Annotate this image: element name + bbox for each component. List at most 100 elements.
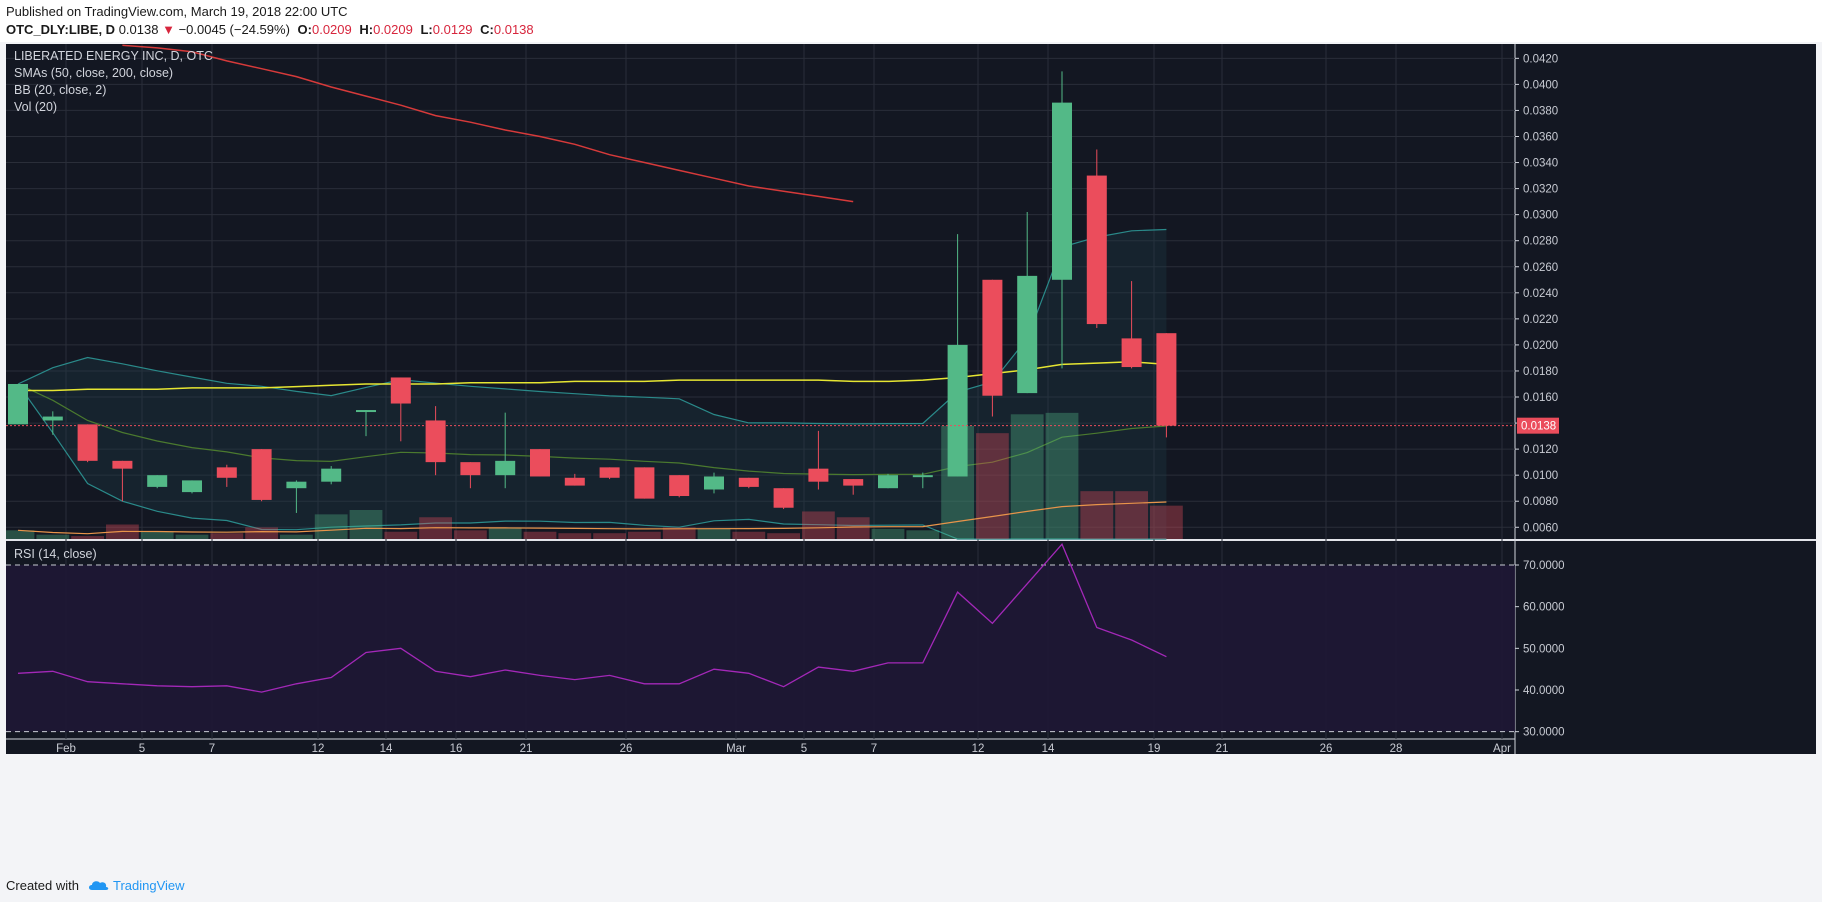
volume-bar	[628, 531, 661, 539]
rsi-tick-label: 70.0000	[1523, 560, 1565, 572]
volume-bar	[906, 530, 940, 539]
price-tick-label: 0.0100	[1523, 470, 1558, 482]
last-price: 0.0138	[118, 22, 159, 37]
price-tick-label: 0.0260	[1523, 262, 1558, 274]
volume-bar	[976, 433, 1009, 539]
volume-bar	[245, 527, 278, 539]
candle-body	[425, 420, 446, 463]
legend-smas: SMAs (50, close, 200, close)	[14, 66, 173, 80]
high-label: H:	[359, 22, 374, 37]
date-tick-label: 21	[520, 743, 533, 755]
legend-title: LIBERATED ENERGY INC, D, OTC	[14, 49, 213, 63]
candle-body	[843, 479, 864, 486]
legend-vol: Vol (20)	[14, 100, 57, 114]
volume-bar	[1115, 491, 1148, 539]
bollinger-band-fill	[18, 229, 1167, 539]
chart-svg[interactable]: 0.0420 0.0400 0.0380 0.0360 0.0340 0.0320 0.03…	[6, 44, 1816, 864]
symbol-line: OTC_DLY:LIBE, D 0.0138 ▼ −0.0045 (−24.59…	[6, 22, 534, 37]
candles	[8, 71, 1177, 513]
bollinger-lower-line	[17, 383, 1167, 540]
date-tick-label: 21	[1216, 743, 1229, 755]
volume-ma-line	[17, 501, 1167, 535]
candle-body	[251, 449, 272, 500]
close-value: 0.0138	[493, 22, 534, 37]
last-price-badge	[1517, 417, 1559, 434]
rsi-legend: RSI (14, close)	[14, 547, 97, 561]
rsi-tick-label: 30.0000	[1523, 727, 1565, 739]
candle-body	[1017, 275, 1038, 394]
open-label: O:	[297, 22, 312, 37]
low-label: L:	[420, 22, 433, 37]
tradingview-brand[interactable]: TradingView	[87, 878, 185, 893]
date-tick-label: 7	[871, 743, 877, 755]
volume-bar	[314, 514, 348, 539]
date-tick-label: 26	[1320, 743, 1333, 755]
price-change: −0.0045 (−24.59%)	[178, 22, 290, 37]
rsi-line	[17, 542, 1167, 693]
date-tick-label: 12	[972, 743, 985, 755]
candle-body	[773, 488, 794, 508]
price-tick-label: 0.0300	[1523, 210, 1558, 222]
volume-bar	[71, 536, 104, 539]
price-tick-label: 0.0280	[1523, 236, 1558, 248]
volume-bar	[140, 531, 174, 539]
chart-header: Published on TradingView.com, March 19, …	[0, 0, 1822, 42]
volume-bar	[175, 534, 209, 539]
close-label: C:	[480, 22, 494, 37]
candle-body	[1156, 333, 1177, 426]
price-tick-label: 0.0160	[1523, 392, 1558, 404]
volume-bar	[767, 533, 800, 539]
candle-body	[460, 462, 481, 476]
candle-body	[947, 344, 968, 477]
volume-bar	[697, 528, 731, 539]
volume-bar	[871, 528, 905, 539]
date-tick-label: 12	[312, 743, 325, 755]
published-line: Published on TradingView.com, March 19, …	[6, 4, 348, 19]
candle-body	[982, 279, 1003, 396]
last-price-label: 0.0138	[1521, 421, 1556, 433]
date-tick-label: 16	[450, 743, 463, 755]
legend-bb: BB (20, close, 2)	[14, 83, 106, 97]
candle-body	[704, 476, 724, 490]
chart-area[interactable]: 0.0420 0.0400 0.0380 0.0360 0.0340 0.0320 0.03…	[6, 44, 1816, 864]
cloud-logo-icon	[87, 879, 109, 891]
sma50-line	[18, 361, 1167, 392]
price-tick-label: 0.0380	[1523, 105, 1558, 117]
volume-bar	[210, 533, 244, 539]
candle-body	[808, 468, 829, 482]
candle-body	[564, 477, 585, 486]
open-value: 0.0209	[311, 22, 352, 37]
candle-body	[530, 449, 550, 477]
candle-body	[390, 377, 411, 404]
candle-body	[669, 475, 690, 497]
price-tick-label: 0.0180	[1523, 366, 1558, 378]
candle-body	[912, 475, 933, 478]
price-tick-label: 0.0080	[1523, 496, 1558, 508]
tradingview-brand-label: TradingView	[112, 877, 185, 893]
candle-body	[286, 481, 307, 489]
volume-bar	[662, 527, 696, 539]
candle-body	[878, 475, 898, 489]
price-tick-label: 0.0340	[1523, 158, 1558, 170]
date-tick-label: Feb	[56, 743, 76, 755]
price-tick-label: 0.0120	[1523, 444, 1558, 456]
volume-bar	[1010, 414, 1044, 539]
date-tick-label: 14	[380, 743, 393, 755]
candle-body	[1086, 175, 1107, 325]
candle-body	[42, 416, 63, 421]
candle-body	[8, 383, 28, 425]
price-axis: 0.0420 0.0400 0.0380 0.0360 0.0340 0.0320 0.03…	[6, 53, 1558, 534]
bollinger-upper-line	[17, 228, 1167, 425]
volume-bar	[558, 533, 592, 539]
candle-body	[112, 460, 133, 469]
candle-body	[321, 468, 342, 482]
volume-bar	[836, 517, 870, 539]
volume-bar	[1150, 505, 1183, 539]
volume-bar	[1045, 412, 1079, 539]
footer: Created with TradingView	[6, 874, 185, 896]
price-tick-label: 0.0220	[1523, 314, 1558, 326]
candle-body	[634, 467, 655, 499]
rsi-pane: 70.0000 60.0000 50.0000 40.0000 30.0000	[6, 542, 1565, 739]
date-tick-label: Apr	[1493, 743, 1511, 755]
volume-bar	[593, 533, 626, 539]
